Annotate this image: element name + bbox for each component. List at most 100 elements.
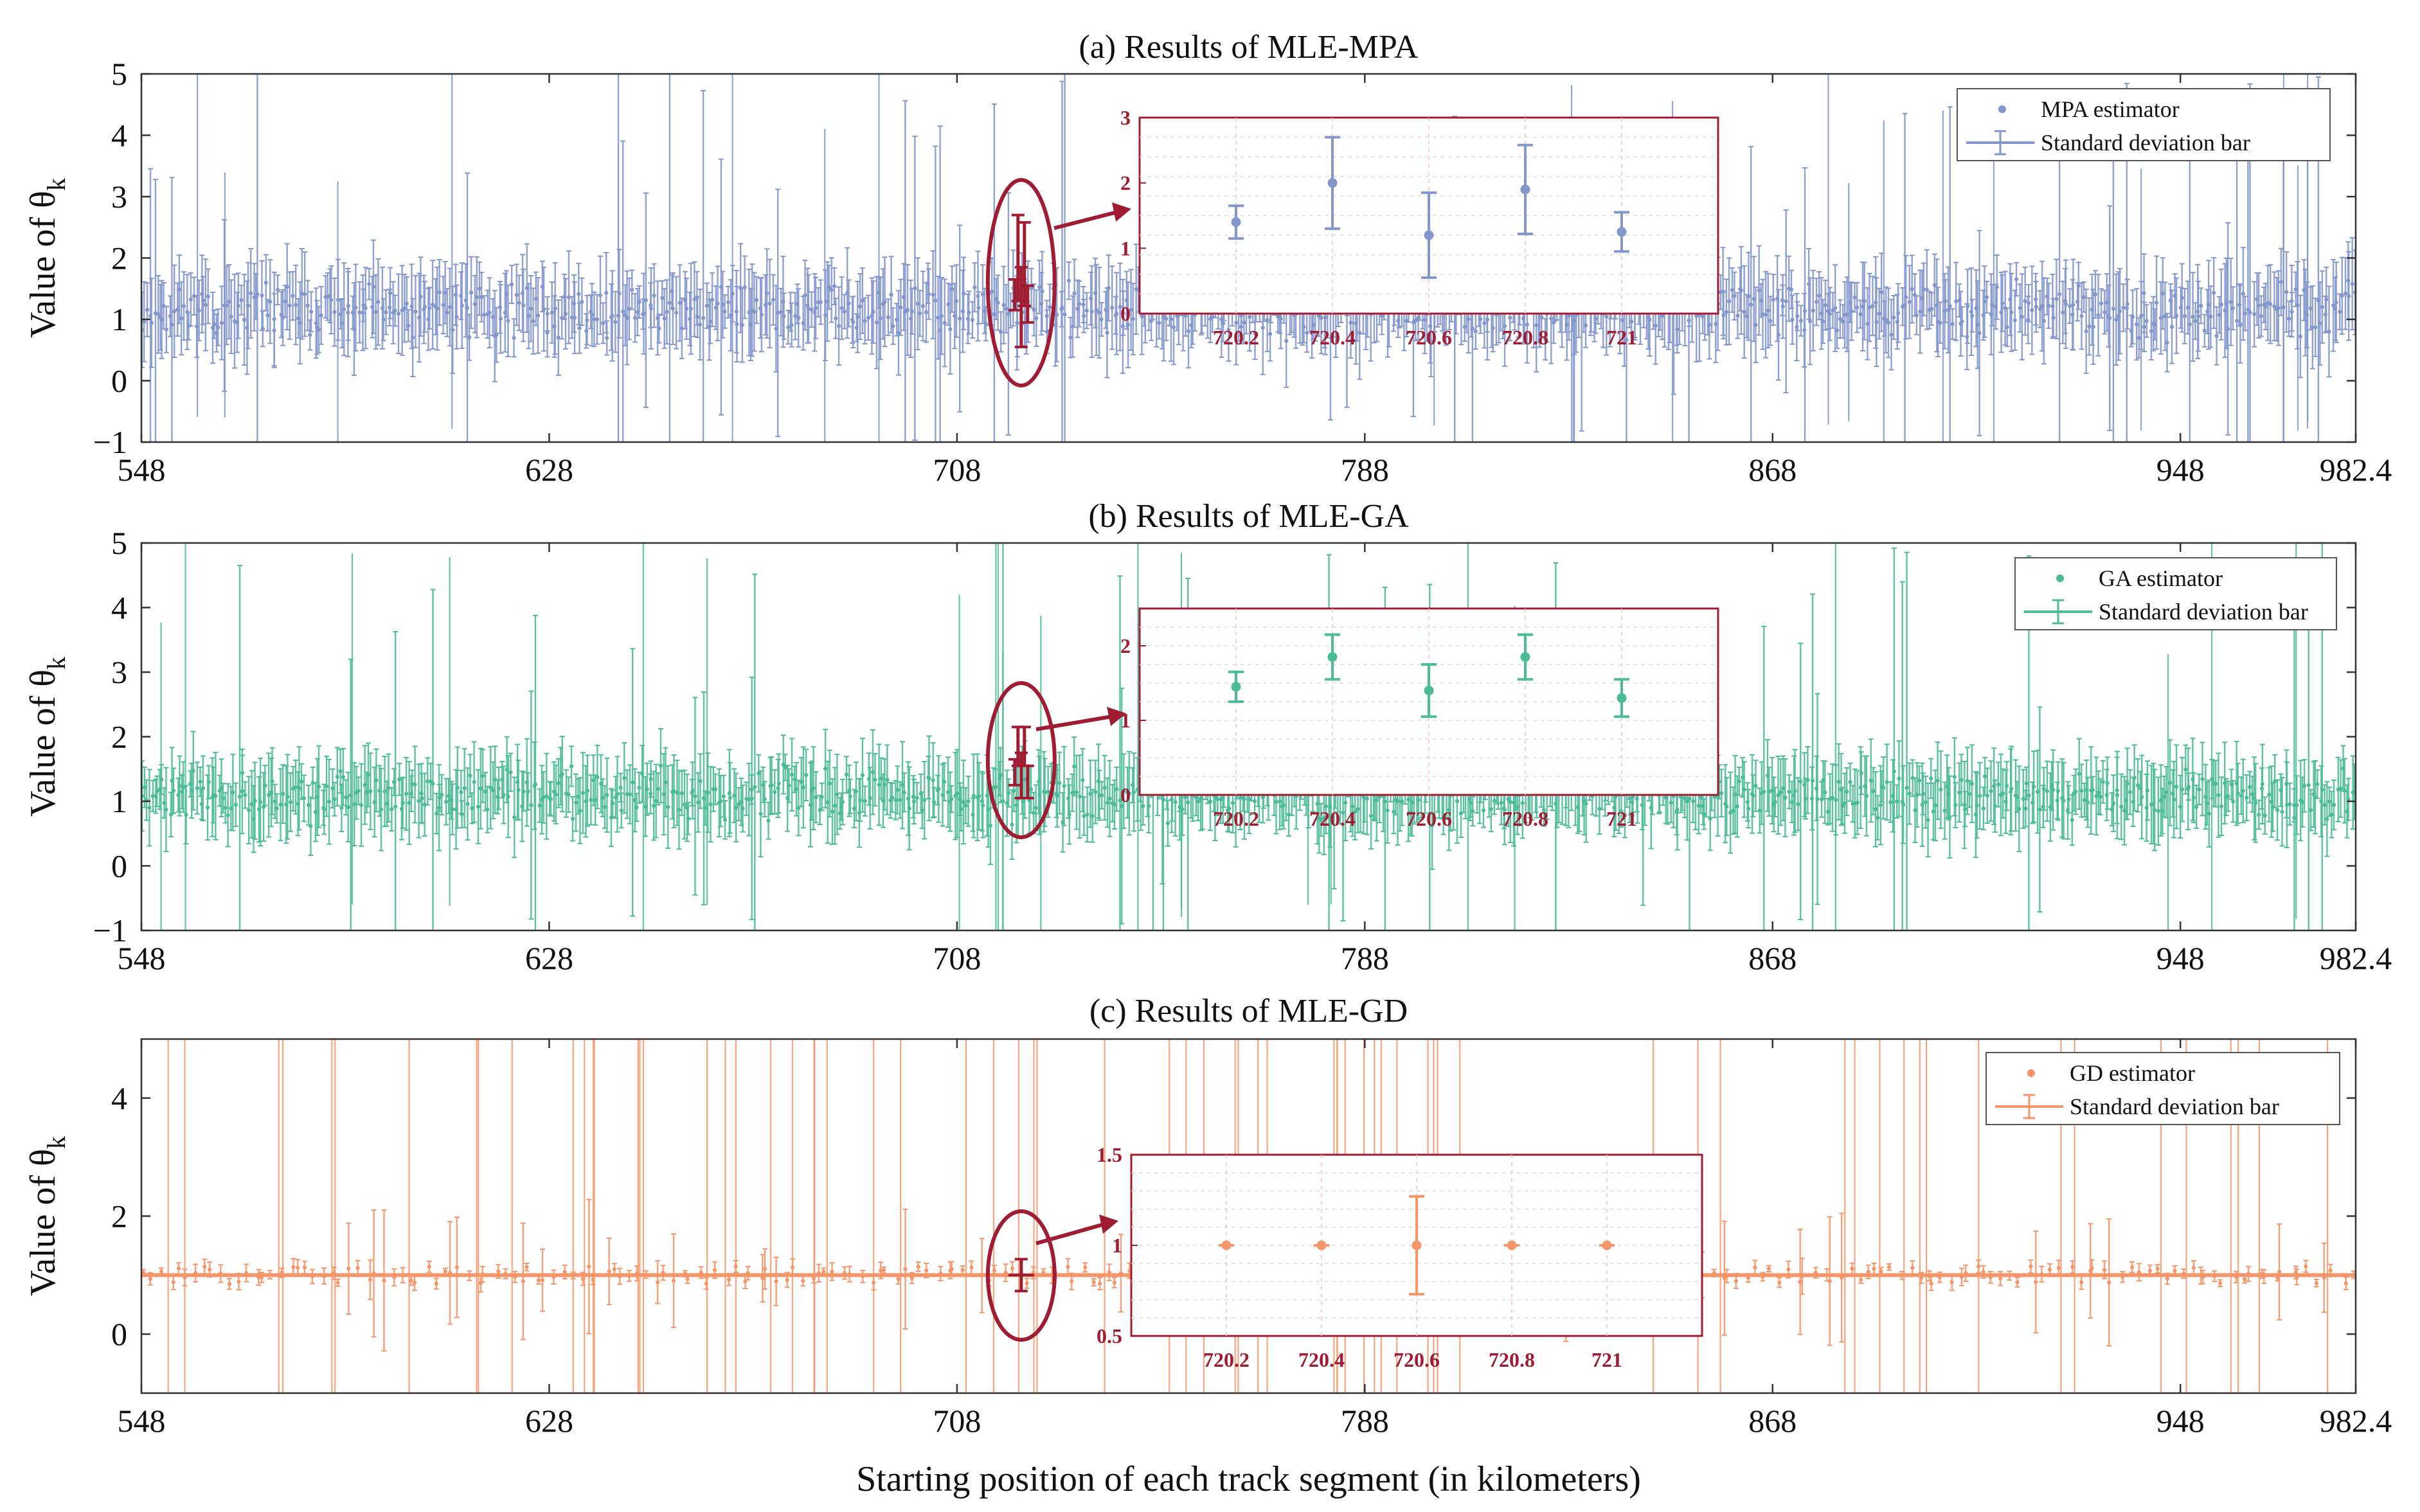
- estimate-point: [181, 304, 186, 308]
- estimate-point: [1994, 285, 1999, 289]
- estimate-point: [899, 305, 903, 310]
- estimate-point: [1508, 316, 1512, 320]
- estimate-point: [1157, 321, 1161, 325]
- estimate-point: [820, 794, 824, 799]
- estimate-point: [545, 330, 550, 335]
- estimate-point: [786, 325, 791, 330]
- estimate-point: [722, 309, 727, 314]
- estimate-point: [177, 287, 181, 292]
- estimate-point: [2114, 317, 2119, 322]
- estimate-point: [1660, 314, 1665, 318]
- estimate-point: [147, 805, 152, 810]
- estimate-point: [335, 774, 339, 779]
- estimate-point: [2068, 304, 2072, 308]
- estimate-point: [2327, 329, 2331, 334]
- estimate-point: [219, 321, 224, 325]
- estimate-point: [809, 307, 814, 312]
- estimate-point: [2313, 325, 2318, 330]
- estimate-point: [1566, 314, 1571, 318]
- estimate-point: [142, 319, 147, 324]
- estimate-point: [913, 286, 917, 290]
- estimate-point: [359, 803, 364, 807]
- inset-point: [1231, 217, 1241, 227]
- estimate-point: [263, 783, 267, 788]
- estimate-point: [1422, 317, 1427, 322]
- x-tick-label: 982.4: [2320, 452, 2392, 488]
- estimate-point: [233, 803, 238, 807]
- estimate-point: [883, 299, 887, 304]
- x-tick-label: 548: [118, 452, 166, 488]
- estimate-point: [645, 787, 649, 792]
- estimate-point: [206, 294, 210, 299]
- estimate-point: [613, 319, 618, 325]
- estimate-point: [535, 313, 541, 317]
- estimate-point: [1604, 314, 1609, 319]
- estimate-point: [1164, 316, 1169, 321]
- estimate-point: [501, 792, 506, 797]
- estimate-point: [796, 316, 801, 320]
- estimate-point: [1938, 321, 1942, 325]
- estimate-point: [237, 794, 242, 799]
- estimate-point: [662, 316, 667, 321]
- estimate-point: [482, 312, 487, 317]
- estimate-point: [2180, 296, 2184, 300]
- estimate-point: [632, 316, 638, 320]
- estimate-point: [569, 764, 574, 769]
- estimate-point: [322, 807, 327, 812]
- estimate-point: [2144, 319, 2149, 323]
- estimate-point: [598, 293, 603, 298]
- estimate-point: [1700, 314, 1705, 319]
- estimate-point: [1889, 332, 1894, 337]
- estimate-point: [1771, 298, 1775, 302]
- estimate-point: [860, 298, 865, 303]
- estimate-point: [382, 789, 387, 794]
- estimate-point: [1726, 299, 1732, 303]
- estimate-point: [2071, 303, 2075, 307]
- estimate-point: [920, 304, 926, 308]
- estimate-point: [2160, 291, 2165, 296]
- estimate-point: [529, 803, 533, 808]
- estimate-point: [1855, 305, 1860, 310]
- estimate-point: [666, 805, 670, 809]
- estimate-point: [1470, 326, 1474, 331]
- estimate-point: [710, 298, 715, 302]
- estimate-point: [1242, 320, 1246, 325]
- estimate-point: [783, 765, 787, 770]
- estimate-point: [649, 306, 653, 311]
- estimate-point: [533, 296, 538, 301]
- estimate-point: [2087, 324, 2092, 329]
- estimate-point: [1525, 323, 1529, 327]
- estimate-point: [2243, 311, 2247, 316]
- estimate-point: [1948, 304, 1952, 308]
- estimate-point: [752, 310, 757, 314]
- estimate-point: [550, 310, 554, 315]
- estimate-point: [622, 776, 627, 780]
- estimate-point: [766, 819, 771, 823]
- estimate-point: [2187, 322, 2192, 326]
- estimate-point: [1429, 339, 1433, 344]
- estimate-point: [990, 289, 994, 294]
- estimate-point: [443, 290, 447, 295]
- estimate-point: [830, 809, 835, 814]
- estimate-point: [474, 295, 479, 299]
- estimate-point: [223, 805, 228, 810]
- estimate-point: [886, 315, 890, 319]
- estimate-point: [275, 288, 280, 292]
- estimate-point: [854, 789, 858, 794]
- estimate-point: [910, 309, 914, 314]
- estimate-point: [2108, 316, 2112, 321]
- inset-point: [1617, 227, 1627, 237]
- estimate-point: [2308, 306, 2313, 311]
- estimate-point: [1048, 305, 1052, 310]
- estimate-point: [512, 335, 516, 340]
- errorbar-series: [141, 543, 2356, 930]
- inset-point: [1327, 178, 1338, 188]
- estimate-point: [1742, 310, 1746, 314]
- estimate-point: [2272, 304, 2277, 308]
- estimate-point: [735, 322, 739, 326]
- estimate-point: [1798, 318, 1803, 323]
- estimate-point: [674, 310, 679, 315]
- estimate-point: [634, 805, 639, 810]
- estimate-point: [440, 792, 444, 797]
